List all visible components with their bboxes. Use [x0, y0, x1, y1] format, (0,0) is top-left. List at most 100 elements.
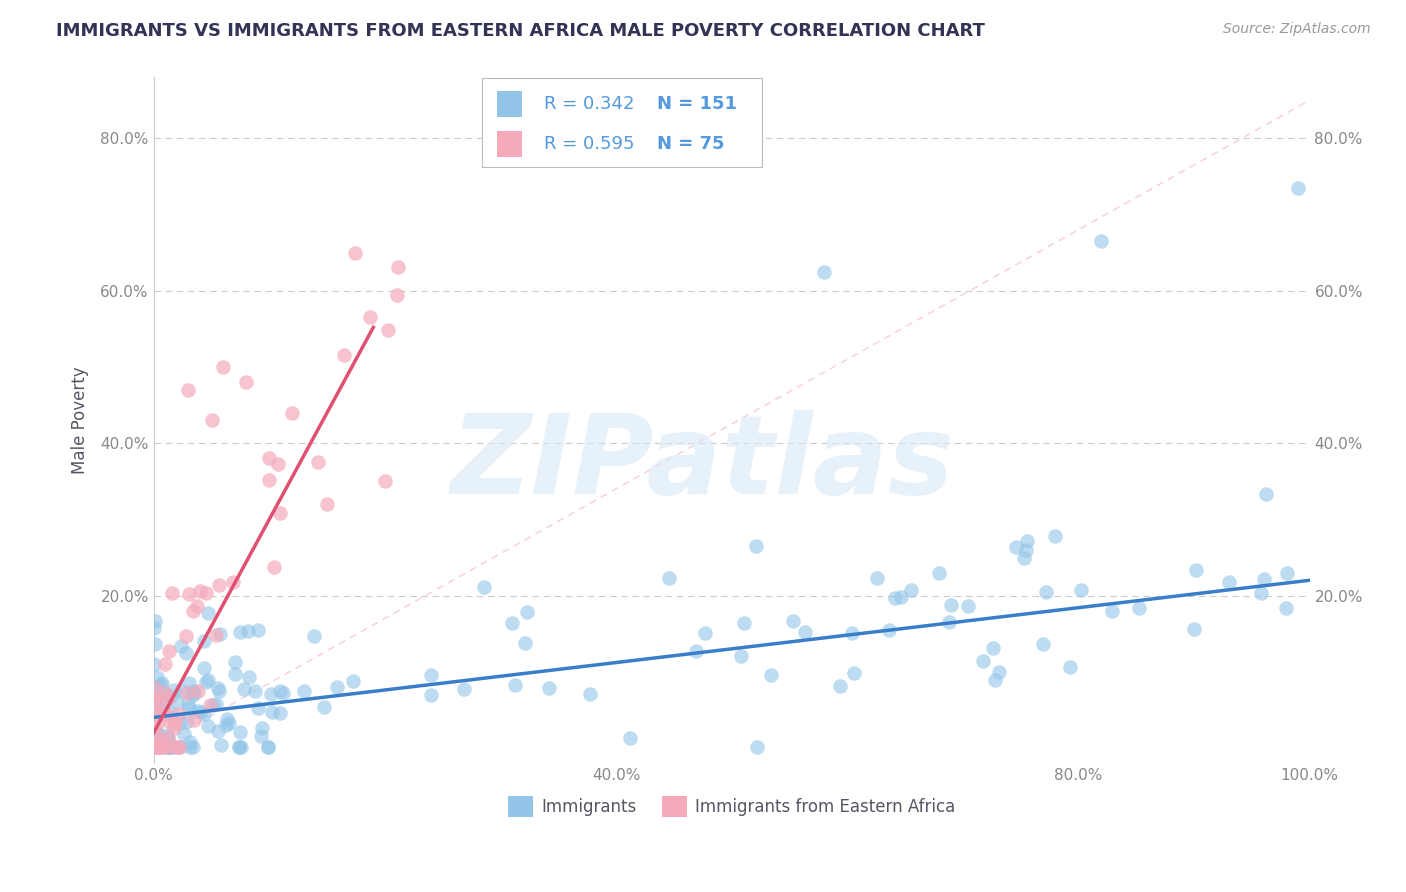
Point [212, 359, 235, 374]
Point [250, 722, 273, 736]
Point [145, 709, 167, 723]
Point [229, 740, 252, 755]
Point [1017, 534, 1039, 549]
Point [938, 615, 960, 630]
Point [1035, 584, 1057, 599]
Point [150, 740, 173, 755]
Point [228, 740, 250, 755]
Point [173, 726, 195, 740]
Point [169, 716, 191, 731]
Point [693, 626, 716, 640]
Point [160, 740, 183, 755]
Point [841, 626, 863, 640]
Point [142, 740, 165, 755]
Point [956, 599, 979, 613]
Point [143, 691, 166, 706]
Point [143, 657, 166, 672]
Point [658, 571, 681, 585]
Point [146, 740, 169, 755]
Point [579, 687, 602, 701]
Point [267, 457, 290, 471]
Point [842, 665, 865, 680]
Point [235, 375, 257, 389]
Point [157, 740, 180, 755]
Point [156, 731, 179, 746]
Point [890, 590, 912, 604]
Point [879, 623, 901, 637]
Point [513, 636, 536, 650]
Point [420, 689, 443, 703]
Point [146, 739, 169, 754]
Point [179, 675, 201, 690]
Point [984, 673, 1007, 687]
Text: ZIPatlas: ZIPatlas [451, 410, 955, 517]
Point [193, 634, 215, 648]
Point [152, 733, 174, 747]
Point [359, 310, 381, 325]
Point [150, 733, 173, 747]
Point [332, 348, 354, 362]
Point [273, 686, 295, 700]
Point [174, 629, 197, 643]
Point [207, 724, 229, 739]
Point [183, 713, 205, 727]
Point [153, 686, 176, 700]
Point [207, 681, 229, 696]
Point [157, 691, 180, 706]
Point [155, 740, 177, 755]
Point [167, 740, 190, 755]
Point [269, 506, 291, 520]
Point [1286, 181, 1309, 195]
Point [730, 648, 752, 663]
Point [177, 587, 200, 601]
Point [900, 582, 922, 597]
Point [160, 740, 183, 755]
Point [236, 624, 259, 638]
Point [157, 714, 180, 728]
Point [794, 624, 817, 639]
Point [148, 729, 170, 743]
Point [619, 731, 641, 746]
Point [247, 623, 270, 637]
Point [269, 706, 291, 720]
Point [1275, 566, 1298, 580]
Point [326, 680, 349, 694]
Point [142, 700, 165, 714]
Point [1218, 575, 1240, 590]
Point [342, 673, 364, 688]
Point [208, 577, 231, 591]
Point [222, 574, 245, 589]
Point [145, 730, 167, 744]
Point [419, 668, 441, 682]
Point [377, 323, 399, 337]
Point [205, 697, 228, 711]
Point [143, 621, 166, 635]
Point [981, 640, 1004, 655]
Point [162, 585, 184, 599]
Point [160, 739, 183, 754]
Point [1014, 542, 1036, 557]
Point [218, 715, 240, 730]
Point [200, 413, 222, 427]
Point [472, 581, 495, 595]
Point [143, 614, 166, 628]
Point [685, 644, 707, 658]
Point [150, 675, 173, 690]
Point [202, 698, 225, 712]
Point [813, 265, 835, 279]
Point [228, 740, 250, 755]
Y-axis label: Male Poverty: Male Poverty [72, 367, 89, 474]
Point [256, 740, 278, 755]
Point [149, 740, 172, 755]
Point [387, 288, 409, 302]
Point [1070, 582, 1092, 597]
Point [745, 740, 768, 755]
Point [1128, 601, 1150, 615]
Point [145, 697, 167, 711]
Point [1250, 586, 1272, 600]
Point [195, 586, 218, 600]
Point [745, 539, 768, 553]
Text: N = 75: N = 75 [657, 135, 724, 153]
Point [163, 720, 186, 734]
Point [143, 722, 166, 736]
